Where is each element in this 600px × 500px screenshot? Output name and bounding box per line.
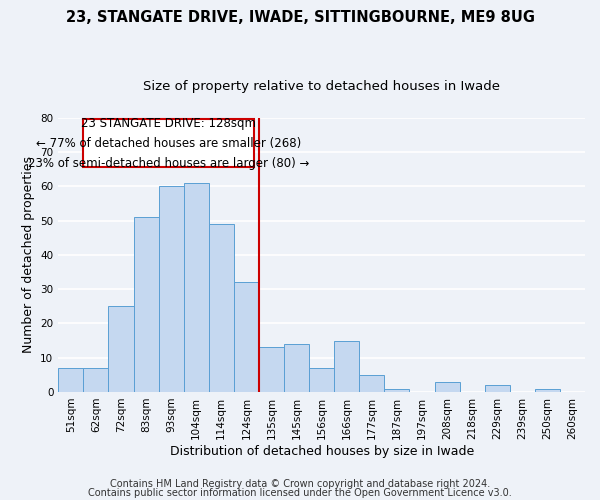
Bar: [58, 368, 83, 392]
Text: Contains HM Land Registry data © Crown copyright and database right 2024.: Contains HM Land Registry data © Crown c…: [110, 479, 490, 489]
FancyBboxPatch shape: [83, 120, 254, 168]
Bar: [109, 306, 134, 392]
Bar: [485, 385, 510, 392]
Bar: [134, 217, 158, 392]
Text: 23 STANGATE DRIVE: 128sqm
← 77% of detached houses are smaller (268)
23% of semi: 23 STANGATE DRIVE: 128sqm ← 77% of detac…: [28, 117, 310, 170]
Bar: [158, 186, 184, 392]
Bar: [284, 344, 309, 392]
Bar: [184, 183, 209, 392]
Bar: [259, 348, 284, 392]
X-axis label: Distribution of detached houses by size in Iwade: Distribution of detached houses by size …: [170, 444, 474, 458]
Bar: [309, 368, 334, 392]
Text: 23, STANGATE DRIVE, IWADE, SITTINGBOURNE, ME9 8UG: 23, STANGATE DRIVE, IWADE, SITTINGBOURNE…: [65, 10, 535, 25]
Bar: [234, 282, 259, 392]
Title: Size of property relative to detached houses in Iwade: Size of property relative to detached ho…: [143, 80, 500, 93]
Text: Contains public sector information licensed under the Open Government Licence v3: Contains public sector information licen…: [88, 488, 512, 498]
Bar: [535, 388, 560, 392]
Bar: [209, 224, 234, 392]
Bar: [385, 388, 409, 392]
Bar: [83, 368, 109, 392]
Bar: [359, 375, 385, 392]
Bar: [334, 340, 359, 392]
Y-axis label: Number of detached properties: Number of detached properties: [22, 156, 35, 354]
Bar: [434, 382, 460, 392]
